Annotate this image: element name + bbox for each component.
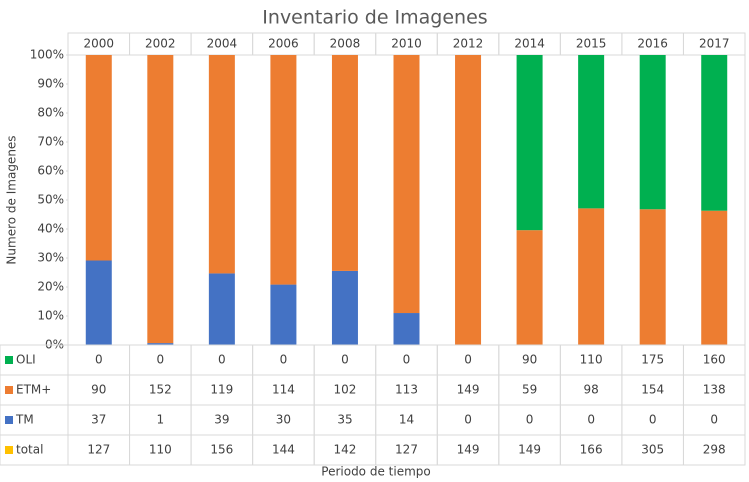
bar-segment (85, 55, 112, 261)
bar-segment (639, 209, 666, 345)
bar-segment (393, 55, 420, 314)
table-value: 0 (464, 353, 472, 367)
y-tick-label: 20% (37, 280, 64, 294)
table-value: 160 (703, 353, 726, 367)
x-axis-label: Periodo de tiempo (321, 465, 430, 479)
y-tick-label: 90% (37, 77, 64, 91)
legend-swatch (5, 386, 13, 394)
table-value: 0 (341, 353, 349, 367)
table-value: 98 (583, 383, 598, 397)
table-value: 90 (522, 353, 537, 367)
y-tick-label: 50% (37, 193, 64, 207)
x-tick-label: 2015 (576, 37, 607, 51)
table-value: 37 (91, 413, 106, 427)
x-tick-label: 2006 (268, 37, 299, 51)
table-value: 14 (399, 413, 414, 427)
table-value: 138 (703, 383, 726, 397)
table-value: 30 (276, 413, 291, 427)
table-value: 1 (156, 413, 164, 427)
table-value: 0 (95, 353, 103, 367)
legend-label: ETM+ (16, 383, 51, 397)
legend-swatch (5, 416, 13, 424)
y-tick-label: 60% (37, 164, 64, 178)
table-value: 0 (403, 353, 411, 367)
bar-segment (331, 55, 358, 271)
x-tick-label: 2010 (391, 37, 422, 51)
table-value: 0 (464, 413, 472, 427)
bar-segment (516, 230, 543, 345)
table-cell (682, 434, 746, 466)
table-value: 149 (457, 383, 480, 397)
table-value: 119 (210, 383, 233, 397)
table-value: 298 (703, 443, 726, 457)
table-value: 156 (210, 443, 233, 457)
table-value: 90 (91, 383, 106, 397)
x-tick-label: 2012 (453, 37, 484, 51)
table-value: 35 (337, 413, 352, 427)
x-tick-label: 2016 (637, 37, 668, 51)
table-value: 113 (395, 383, 418, 397)
table-value: 39 (214, 413, 229, 427)
bar-segment (701, 210, 728, 345)
x-tick-label: 2017 (699, 37, 730, 51)
legend-label: total (16, 443, 43, 457)
table-value: 166 (580, 443, 603, 457)
table-value: 0 (649, 413, 657, 427)
table-value: 0 (526, 413, 534, 427)
legend-label: TM (15, 413, 34, 427)
table-value: 127 (395, 443, 418, 457)
table-value: 110 (149, 443, 172, 457)
bar-segment (208, 55, 235, 274)
table-value: 0 (587, 413, 595, 427)
bar-segment (331, 270, 358, 345)
bar-segment (147, 55, 174, 344)
table-value: 305 (641, 443, 664, 457)
table-value: 127 (87, 443, 110, 457)
y-tick-label: 40% (37, 222, 64, 236)
table-value: 0 (280, 353, 288, 367)
y-tick-label: 100% (30, 48, 64, 62)
y-tick-label: 70% (37, 135, 64, 149)
table-value: 152 (149, 383, 172, 397)
bar-segment (85, 260, 112, 345)
table-value: 149 (457, 443, 480, 457)
chart-title: Inventario de Imagenes (262, 7, 487, 29)
bar-segment (208, 273, 235, 345)
bar-segment (147, 343, 174, 345)
table-value: 110 (580, 353, 603, 367)
table-value: 144 (272, 443, 295, 457)
x-tick-label: 2014 (514, 37, 545, 51)
table-value: 0 (156, 353, 164, 367)
table-value: 114 (272, 383, 295, 397)
table-value: 0 (218, 353, 226, 367)
bar-segment (455, 55, 482, 345)
bar-segment (270, 284, 297, 345)
table-value: 154 (641, 383, 664, 397)
legend-label: OLI (16, 353, 36, 367)
table-value: 0 (710, 413, 718, 427)
table-value: 142 (334, 443, 357, 457)
table-value: 102 (334, 383, 357, 397)
bar-segment (578, 208, 605, 345)
x-tick-label: 2000 (83, 37, 114, 51)
bar-segment (701, 55, 728, 211)
legend-swatch (5, 446, 13, 454)
y-axis-label: Numero de Imagenes (5, 135, 19, 264)
bar-segment (639, 55, 666, 210)
bar-segment (516, 55, 543, 231)
x-tick-label: 2002 (145, 37, 176, 51)
y-tick-label: 80% (37, 106, 64, 120)
x-tick-label: 2008 (330, 37, 361, 51)
bar-segment (578, 55, 605, 209)
table-value: 175 (641, 353, 664, 367)
bar-segment (270, 55, 297, 285)
table-value: 59 (522, 383, 537, 397)
legend-swatch (5, 356, 13, 364)
table-value: 149 (518, 443, 541, 457)
y-tick-label: 30% (37, 251, 64, 265)
x-tick-label: 2004 (207, 37, 238, 51)
bar-segment (393, 313, 420, 345)
y-tick-label: 10% (37, 309, 64, 323)
